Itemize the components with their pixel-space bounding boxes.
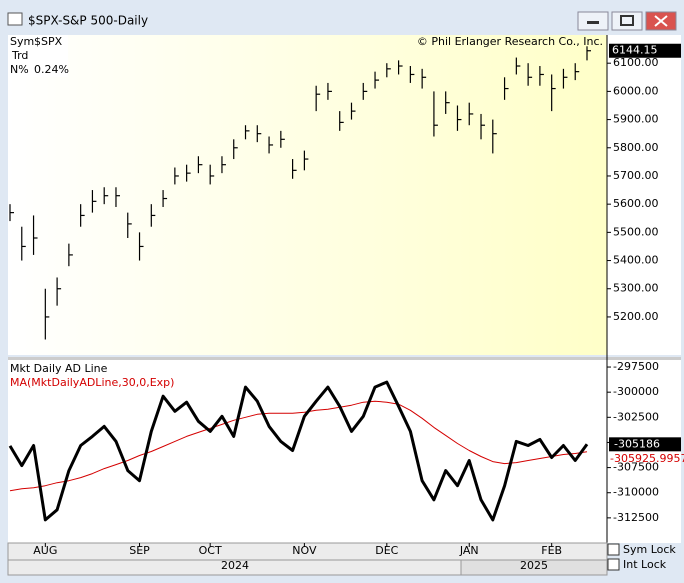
y-tick-label: 5300.00 [613, 282, 659, 295]
ad-panel [8, 360, 607, 543]
y-tick-label: 5500.00 [613, 225, 659, 238]
y-tick-label: 5900.00 [613, 113, 659, 126]
y-tick-label: 5600.00 [613, 197, 659, 210]
info-value: 0.24% [34, 63, 69, 76]
ad-axis-area [607, 360, 681, 543]
x-tick-label: JAN [459, 544, 479, 557]
legend-entry: MA(MktDailyADLine,30,0,Exp) [10, 376, 174, 389]
panel-divider [8, 357, 681, 360]
info-box [8, 35, 68, 77]
y-tick-label: 6000.00 [613, 84, 659, 97]
y-tick-label: -307500 [613, 461, 659, 474]
year-label: 2024 [221, 559, 249, 572]
x-tick-label: FEB [541, 544, 562, 557]
x-tick-label: OCT [199, 544, 222, 557]
y-tick-label: 5700.00 [613, 169, 659, 182]
y-tick-label: 5800.00 [613, 141, 659, 154]
info-value: $SPX [34, 35, 63, 48]
y-tick-label: 5200.00 [613, 310, 659, 323]
price-axis-area [607, 35, 681, 355]
window-icon [7, 12, 23, 26]
series-line [9, 400, 588, 492]
copyright: © Phil Erlanger Research Co., Inc. [417, 35, 603, 48]
y-tick-label: -297500 [613, 360, 659, 373]
checkbox-label: Int Lock [623, 558, 667, 571]
checkbox[interactable] [607, 558, 620, 571]
maximize-button[interactable] [611, 11, 643, 31]
series-line [8, 380, 589, 522]
year-label: 2025 [520, 559, 548, 572]
last-value-label: -305186 [614, 437, 660, 450]
label-clip: -305925.9957 [610, 452, 684, 465]
price-panel [8, 35, 607, 355]
last-value-box [609, 43, 681, 58]
checkbox-label: Sym Lock [623, 543, 676, 556]
x-tick-label: SEP [129, 544, 150, 557]
minimize-icon [587, 21, 599, 24]
y-tick-label: -302500 [613, 410, 659, 423]
legend-entry: Mkt Daily AD Line [10, 362, 108, 375]
x-tick-label: DEC [375, 544, 398, 557]
last-value-label: 6144.15 [612, 44, 658, 57]
info-label: Trd [11, 49, 28, 62]
x-tick-label: AUG [33, 544, 57, 557]
x-tick-label: NOV [292, 544, 317, 557]
checkbox[interactable] [607, 543, 620, 556]
info-label: N% [10, 63, 29, 76]
y-tick-label: -300000 [613, 385, 659, 398]
y-tick-label: 6100.00 [613, 56, 659, 69]
window-title: $SPX-S&P 500-Daily [28, 14, 148, 28]
y-tick-label: -310000 [613, 486, 659, 499]
maximize-icon [620, 15, 634, 26]
y-tick-label: -312500 [613, 511, 659, 524]
year-cell [460, 559, 608, 576]
close-icon [654, 15, 668, 27]
last-value-label: -305925.9957 [610, 452, 684, 465]
y-tick-label: 5400.00 [613, 254, 659, 267]
info-label: Sym [10, 35, 34, 48]
last-value-box [609, 437, 681, 452]
